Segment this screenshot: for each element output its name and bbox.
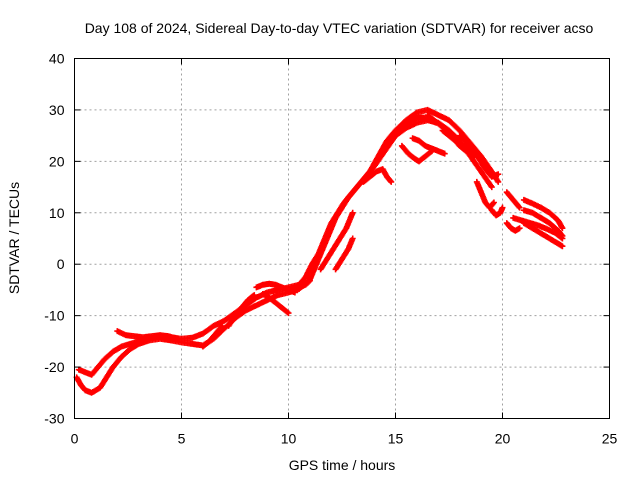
data-point <box>559 225 566 232</box>
plot-frame <box>74 58 610 419</box>
data-point <box>516 225 523 232</box>
series-track-17 <box>456 132 502 180</box>
data-point <box>349 209 356 216</box>
x-tick-label: 25 <box>602 431 618 447</box>
data-point <box>559 243 566 250</box>
data-point <box>559 235 566 242</box>
x-tick-label: 20 <box>495 431 511 447</box>
data-point <box>284 309 291 316</box>
series-track-9 <box>317 209 356 273</box>
series-track-3 <box>114 328 181 342</box>
y-tick-label: 30 <box>49 102 65 118</box>
data-point <box>490 199 497 206</box>
grid-lines <box>74 58 610 419</box>
data-point <box>349 235 356 242</box>
series-track-21 <box>503 220 523 234</box>
data-point <box>515 203 522 210</box>
x-tick-label: 10 <box>281 431 297 447</box>
data-point <box>250 292 257 299</box>
series-track-1 <box>73 117 495 396</box>
series-track-22 <box>520 196 566 232</box>
x-tick-label: 15 <box>388 431 404 447</box>
axis-ticks <box>74 58 610 419</box>
data-point <box>558 234 565 241</box>
x-axis-label: GPS time / hours <box>289 457 396 473</box>
series-track-18 <box>473 178 497 211</box>
y-tick-label: -10 <box>44 308 64 324</box>
series-track-7 <box>259 291 292 317</box>
data-point <box>490 200 497 207</box>
series-track-19 <box>488 204 506 219</box>
x-tick-labels: 0 5 10 15 20 25 <box>71 431 618 447</box>
series-track-6 <box>253 280 298 296</box>
data-point <box>441 150 448 157</box>
series-track-5 <box>225 292 258 329</box>
y-tick-label: 40 <box>49 51 65 67</box>
data-point <box>285 310 292 317</box>
series-track-8 <box>289 277 313 293</box>
y-axis-label: SDTVAR / TECUs <box>6 182 22 294</box>
y-tick-label: -30 <box>44 411 64 427</box>
series-track-25 <box>510 214 566 242</box>
data-point <box>495 171 502 178</box>
y-tick-label: 0 <box>57 256 65 272</box>
data-point <box>488 184 495 191</box>
y-tick-label: 20 <box>49 153 65 169</box>
chart-title: Day 108 of 2024, Sidereal Day-to-day VTE… <box>85 20 594 36</box>
y-tick-label: 10 <box>49 205 65 221</box>
data-points <box>73 106 566 396</box>
series-track-14 <box>409 135 448 157</box>
y-tick-label: -20 <box>44 359 64 375</box>
data-point <box>499 204 506 211</box>
data-point <box>251 292 258 299</box>
series-track-11 <box>360 166 395 185</box>
data-point <box>174 335 181 342</box>
data-point <box>516 204 523 211</box>
data-point <box>495 178 502 185</box>
data-point <box>388 178 395 185</box>
data-point <box>305 278 312 285</box>
data-point <box>218 324 225 331</box>
series-track-13 <box>398 142 435 165</box>
x-tick-label: 5 <box>178 431 186 447</box>
series-track-4 <box>199 322 226 350</box>
series-track-20 <box>503 189 523 211</box>
data-point <box>387 177 394 184</box>
series-track-10 <box>332 235 356 273</box>
x-tick-label: 0 <box>71 431 79 447</box>
data-point <box>306 277 313 284</box>
y-tick-labels: -30 -20 -10 0 10 20 30 40 <box>44 51 64 427</box>
data-point <box>219 322 226 329</box>
